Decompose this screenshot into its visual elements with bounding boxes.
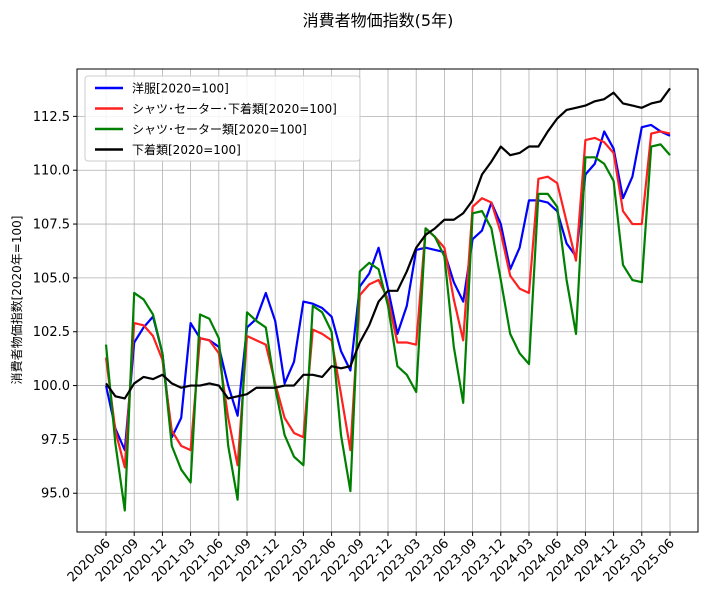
legend-label: 洋服[2020=100] (132, 81, 229, 96)
y-tick-label: 107.5 (33, 218, 70, 233)
y-tick-label: 105.0 (33, 271, 70, 286)
series-line-3 (104, 143, 671, 512)
y-tick-label: 95.0 (41, 487, 70, 502)
legend-label: シャツ･セーター類[2020=100] (132, 123, 307, 137)
y-axis-label: 消費者物価指数[2020年=100] (9, 216, 24, 385)
legend-label: 下着類[2020=100] (132, 142, 241, 157)
legend-label: シャツ･セーター･下着類[2020=100] (132, 101, 337, 116)
x-axis: 2020-062020-092020-122021-032021-062021-… (65, 532, 678, 585)
y-axis: 95.0 97.5 100.0 102.5 105.0 107.5 110.0 112.5 (33, 110, 77, 502)
y-tick-label: 100.0 (33, 379, 70, 394)
y-tick-label: 102.5 (33, 325, 70, 340)
y-tick-label: 110.0 (33, 164, 70, 179)
series-line-4 (105, 87, 671, 400)
legend: 洋服[2020=100] シャツ･セーター･下着類[2020=100] シャツ･セー… (84, 75, 361, 162)
series-line-2 (104, 130, 671, 469)
y-tick-label: 97.5 (41, 433, 70, 448)
series-group (104, 87, 671, 512)
legend-box (84, 75, 361, 162)
y-tick-label: 112.5 (33, 110, 70, 125)
chart-title: 消費者物価指数(5年) (303, 11, 454, 30)
